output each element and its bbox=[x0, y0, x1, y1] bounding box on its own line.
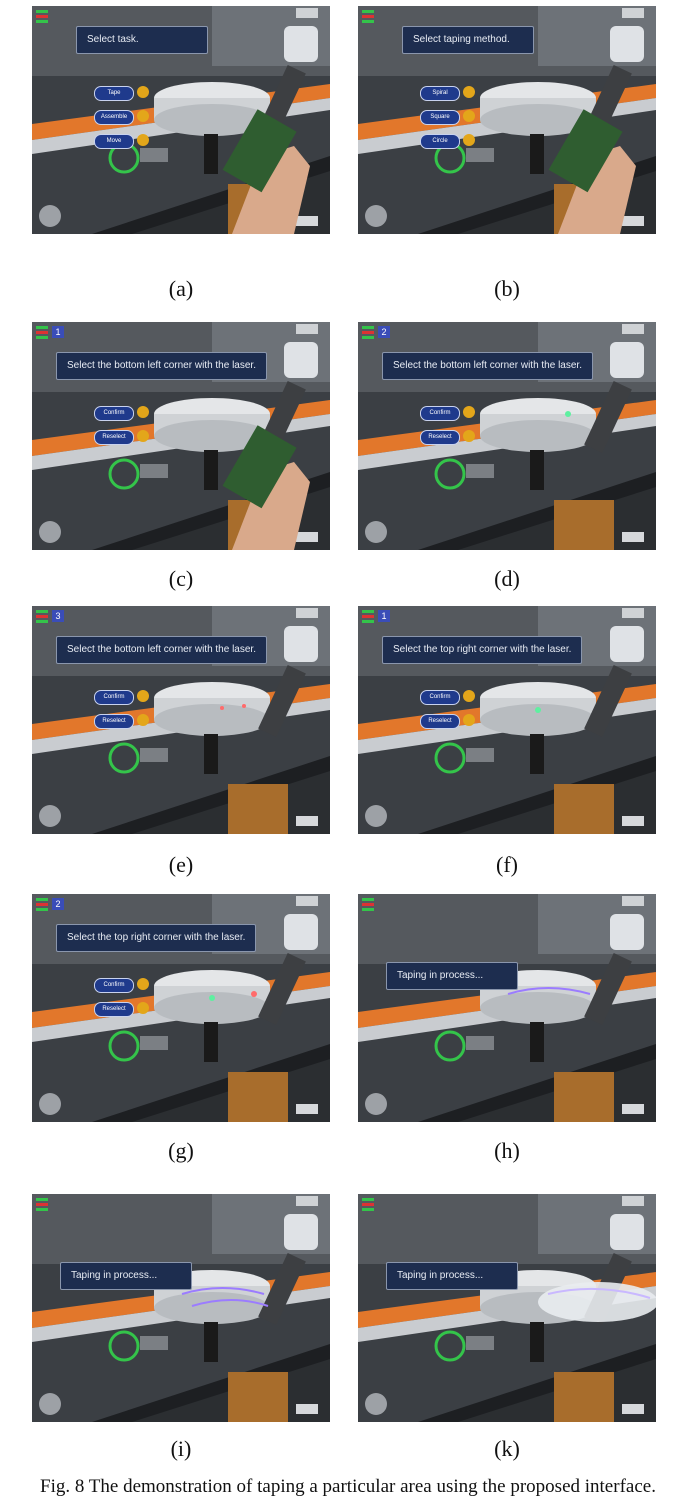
hand-gesture-icon bbox=[137, 690, 149, 702]
ar-menu: Confirm Reselect bbox=[94, 690, 149, 738]
hud-instruction-banner: Taping in process... bbox=[386, 1262, 518, 1290]
panel-label: (b) bbox=[494, 276, 520, 301]
panel-label: (e) bbox=[168, 852, 194, 877]
ar-menu-button[interactable]: Confirm bbox=[94, 978, 149, 993]
hand-gesture-icon bbox=[463, 690, 475, 702]
hand-gesture-icon bbox=[137, 134, 149, 146]
ar-menu-button-label: Confirm bbox=[103, 694, 125, 700]
ar-menu-button-label: Tape bbox=[107, 90, 121, 96]
ar-menu-button-label: Spiral bbox=[432, 90, 448, 96]
ar-screenshot-panel: Taping in process... bbox=[358, 894, 656, 1122]
hud-instruction-banner: Taping in process... bbox=[60, 1262, 192, 1290]
hand-gesture-icon bbox=[137, 714, 149, 726]
ar-menu-button[interactable]: Move bbox=[94, 134, 149, 149]
ar-menu: Spiral Square Circle bbox=[420, 86, 475, 158]
hud-instruction-banner: Select the bottom left corner with the l… bbox=[56, 636, 267, 664]
hand-gesture-icon bbox=[137, 430, 149, 442]
ar-menu-button-label: Confirm bbox=[429, 410, 451, 416]
ar-menu-button-label: Confirm bbox=[429, 694, 451, 700]
hud-instruction-banner: Taping in process... bbox=[386, 962, 518, 990]
ar-menu-button[interactable]: Reselect bbox=[420, 430, 475, 445]
ar-menu-button[interactable]: Circle bbox=[420, 134, 475, 149]
ar-menu-button-label: Reselect bbox=[428, 434, 452, 440]
ar-menu: Confirm Reselect bbox=[420, 406, 475, 454]
hand-gesture-icon bbox=[137, 110, 149, 122]
ar-menu-button[interactable]: Reselect bbox=[94, 714, 149, 729]
ar-menu-button[interactable]: Reselect bbox=[420, 714, 475, 729]
ar-screenshot-panel: 2 Select the top right corner with the la… bbox=[32, 894, 330, 1122]
ar-menu-button[interactable]: Confirm bbox=[94, 406, 149, 421]
panel-label: (g) bbox=[168, 1138, 194, 1163]
ar-menu-button-label: Reselect bbox=[102, 1006, 126, 1012]
ar-menu-button[interactable]: Confirm bbox=[420, 690, 475, 705]
hand-gesture-icon bbox=[137, 86, 149, 98]
panel-label: (h) bbox=[494, 1138, 520, 1163]
ar-scene-graphic bbox=[32, 322, 330, 550]
ar-menu-button-label: Circle bbox=[432, 138, 448, 144]
ar-menu-button[interactable]: Reselect bbox=[94, 1002, 149, 1017]
ar-menu-button-label: Reselect bbox=[428, 718, 452, 724]
ar-scene-graphic bbox=[358, 6, 656, 234]
hand-gesture-icon bbox=[463, 714, 475, 726]
ar-menu-button[interactable]: Reselect bbox=[94, 430, 149, 445]
hand-gesture-icon bbox=[137, 1002, 149, 1014]
step-badge: 2 bbox=[378, 326, 390, 338]
ar-menu: Tape Assemble Move bbox=[94, 86, 149, 158]
step-badge: 2 bbox=[52, 898, 64, 910]
step-badge: 3 bbox=[52, 610, 64, 622]
hud-instruction-banner: Select the top right corner with the las… bbox=[56, 924, 257, 952]
hud-instruction-banner: Select the bottom left corner with the l… bbox=[382, 352, 593, 380]
step-badge: 1 bbox=[378, 610, 390, 622]
step-badge: 1 bbox=[52, 326, 64, 338]
hand-gesture-icon bbox=[463, 406, 475, 418]
panel-label: (c) bbox=[168, 566, 194, 591]
ar-menu-button-label: Confirm bbox=[103, 982, 125, 988]
ar-menu: Confirm Reselect bbox=[94, 978, 149, 1026]
hud-instruction-banner: Select task. bbox=[76, 26, 208, 54]
ar-screenshot-panel: 1 Select the top right corner with the la… bbox=[358, 606, 656, 834]
hand-gesture-icon bbox=[463, 430, 475, 442]
panel-label: (d) bbox=[494, 566, 520, 591]
hud-instruction-banner: Select the top right corner with the las… bbox=[382, 636, 583, 664]
panel-label: (k) bbox=[494, 1436, 520, 1461]
ar-menu-button[interactable]: Confirm bbox=[94, 690, 149, 705]
ar-screenshot-panel: Select taping method. Spiral Square Circle bbox=[358, 6, 656, 234]
ar-menu-button-label: Move bbox=[106, 138, 122, 144]
ar-menu-button[interactable]: Assemble bbox=[94, 110, 149, 125]
ar-menu: Confirm Reselect bbox=[420, 690, 475, 738]
ar-menu-button-label: Confirm bbox=[103, 410, 125, 416]
ar-menu-button-label: Reselect bbox=[102, 718, 126, 724]
hand-gesture-icon bbox=[463, 86, 475, 98]
ar-menu-button[interactable]: Square bbox=[420, 110, 475, 125]
ar-menu-button-label: Reselect bbox=[102, 434, 126, 440]
ar-menu-button[interactable]: Spiral bbox=[420, 86, 475, 101]
ar-menu-button-label: Square bbox=[430, 114, 450, 120]
hand-gesture-icon bbox=[463, 134, 475, 146]
hand-gesture-icon bbox=[137, 978, 149, 990]
ar-scene-graphic bbox=[32, 1194, 330, 1422]
ar-screenshot-panel: 1 Select the bottom left corner with the … bbox=[32, 322, 330, 550]
ar-scene-graphic bbox=[358, 1194, 656, 1422]
hand-gesture-icon bbox=[137, 406, 149, 418]
ar-menu-button-label: Assemble bbox=[100, 114, 128, 120]
ar-menu: Confirm Reselect bbox=[94, 406, 149, 454]
ar-screenshot-panel: Taping in process... bbox=[358, 1194, 656, 1422]
ar-scene-graphic bbox=[358, 894, 656, 1122]
hud-instruction-banner: Select taping method. bbox=[402, 26, 534, 54]
hand-gesture-icon bbox=[463, 110, 475, 122]
ar-menu-button[interactable]: Tape bbox=[94, 86, 149, 101]
figure-caption: Fig. 8 The demonstration of taping a par… bbox=[40, 1476, 656, 1497]
ar-screenshot-panel: Select task. Tape Assemble Move bbox=[32, 6, 330, 234]
ar-screenshot-panel: 2 Select the bottom left corner with the … bbox=[358, 322, 656, 550]
ar-menu-button[interactable]: Confirm bbox=[420, 406, 475, 421]
panel-label: (i) bbox=[170, 1436, 192, 1461]
panel-label: (a) bbox=[168, 276, 194, 301]
ar-screenshot-panel: 3 Select the bottom left corner with the … bbox=[32, 606, 330, 834]
hud-instruction-banner: Select the bottom left corner with the l… bbox=[56, 352, 267, 380]
ar-screenshot-panel: Taping in process... bbox=[32, 1194, 330, 1422]
panel-label: (f) bbox=[496, 852, 518, 877]
